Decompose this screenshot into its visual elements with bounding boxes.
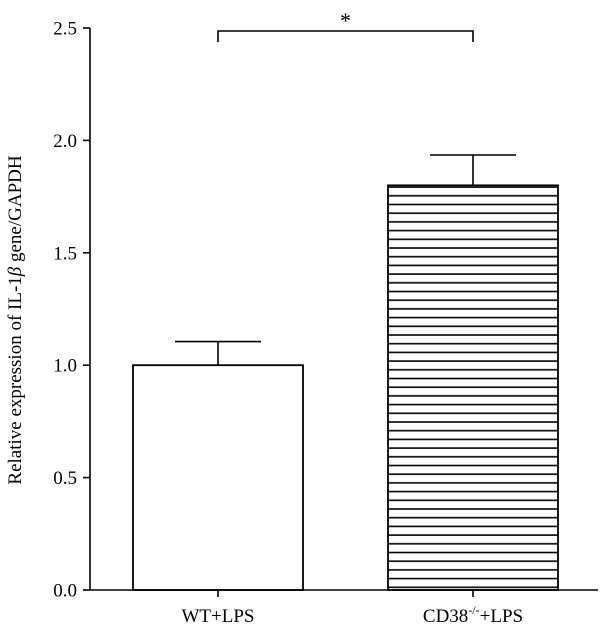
- significance-line: [217, 30, 474, 42]
- y-axis-label-beta: β: [5, 266, 26, 277]
- y-tick-label-5: 2.5: [53, 19, 77, 40]
- significance-bracket: *: [217, 8, 474, 42]
- x-tick-label-1: CD38-/-+LPS: [423, 603, 523, 627]
- bars: [132, 154, 559, 591]
- y-axis-label-part-2: gene/GAPDH: [5, 155, 26, 267]
- y-tick-label-1: 0.5: [53, 468, 77, 489]
- y-tick-label-4: 2.0: [53, 131, 77, 152]
- significance-label: *: [340, 8, 351, 33]
- bar-1: [387, 184, 559, 591]
- x-axis: WT+LPS CD38-/-+LPS: [90, 589, 598, 627]
- x-tick-label-0: WT+LPS: [182, 606, 255, 627]
- y-tick-label-3: 1.5: [53, 243, 77, 264]
- y-axis-label: Relative expression of IL-1β gene/GAPDH: [5, 155, 26, 485]
- bar-0: [132, 364, 304, 591]
- y-tick-label-2: 1.0: [53, 356, 77, 377]
- y-axis: 0.0 0.5 1.0 1.5 2.0 2.5: [53, 19, 91, 602]
- y-axis-label-part-1: Relative expression of IL-1: [5, 276, 26, 484]
- y-tick-label-0: 0.0: [53, 581, 77, 602]
